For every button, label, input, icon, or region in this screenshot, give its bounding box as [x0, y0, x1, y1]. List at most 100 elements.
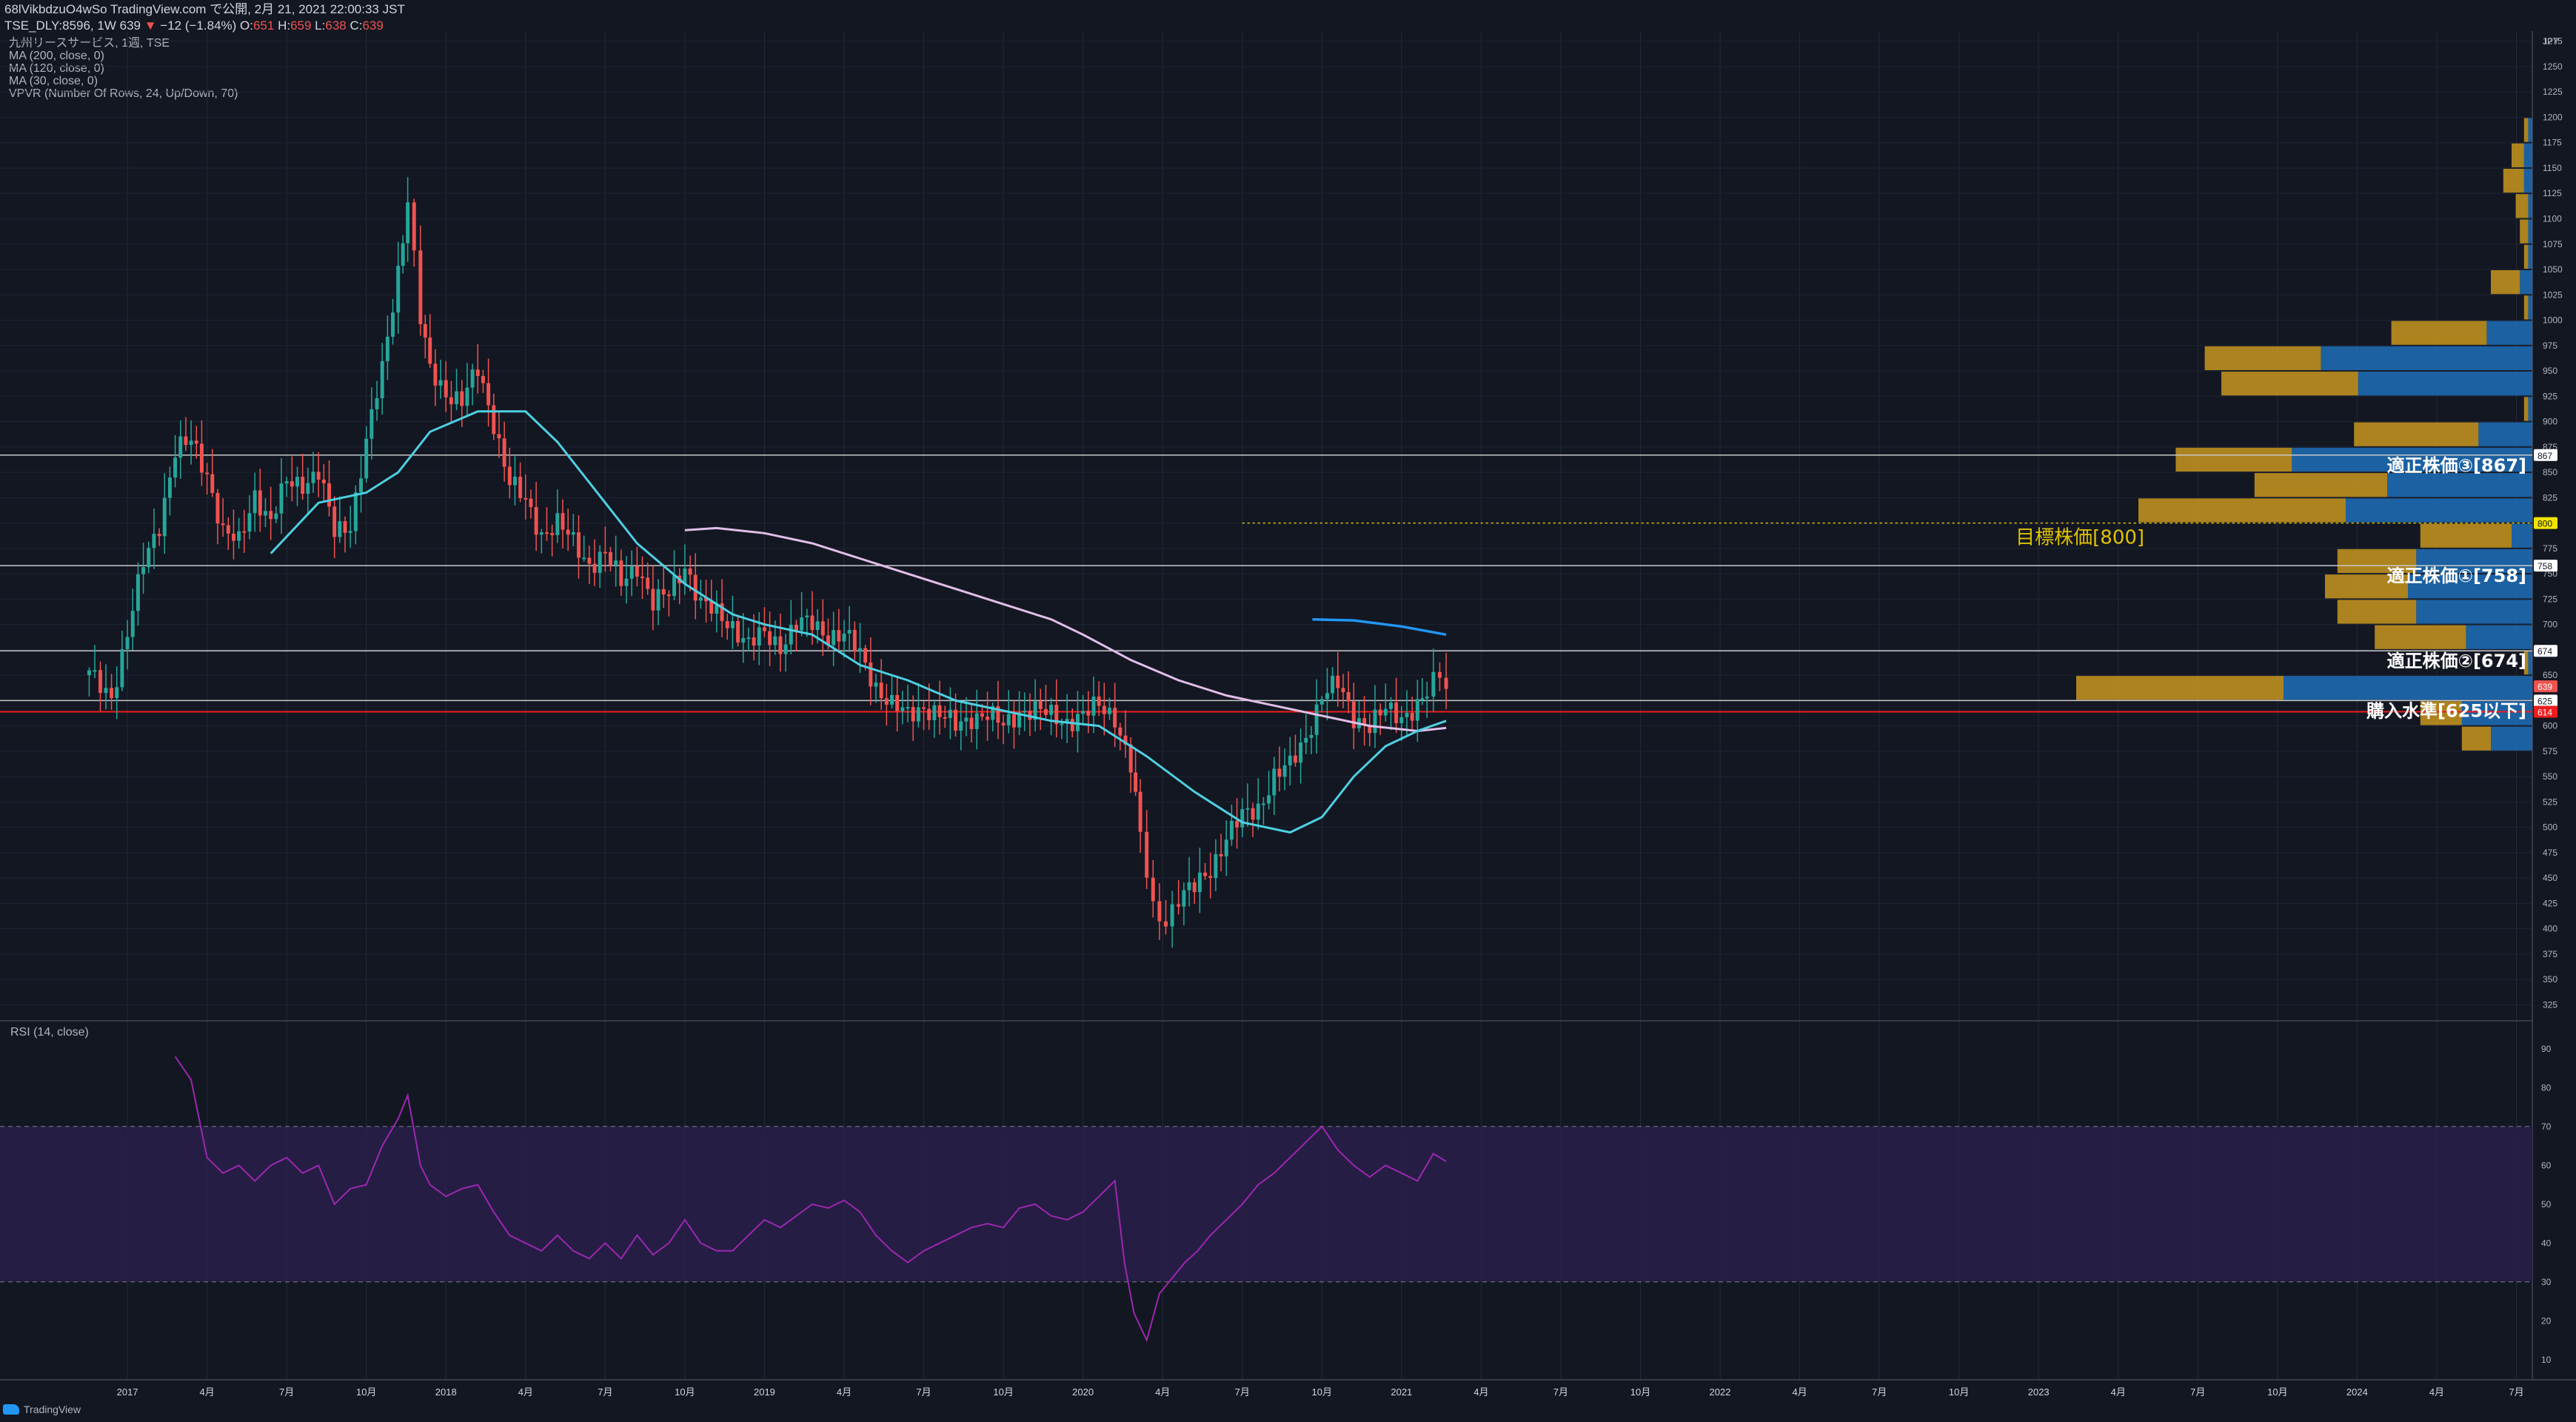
vp-up-3 — [2528, 194, 2532, 218]
candle-body-131 — [783, 644, 788, 654]
candle-body-252 — [1431, 671, 1436, 697]
candle-body-98 — [609, 551, 613, 566]
candle-body-224 — [1282, 765, 1287, 777]
vp-up-8 — [2486, 321, 2532, 345]
candle-body-38 — [290, 481, 294, 487]
candle-body-52 — [364, 438, 369, 479]
price-tick-13: 650 — [2543, 670, 2557, 680]
candle-body-148 — [874, 683, 878, 687]
candle-body-88 — [555, 513, 560, 535]
legend-ma30[interactable]: MA (30, close, 0) — [9, 75, 98, 87]
candle-body-75 — [486, 383, 491, 406]
candle-body-199 — [1145, 831, 1149, 878]
candle-body-96 — [598, 551, 602, 573]
candle-body-16 — [173, 457, 178, 478]
candle-body-136 — [810, 615, 814, 631]
rsi-series-line — [174, 1056, 1447, 1343]
vp-up-11 — [2528, 397, 2532, 421]
legend-ma200[interactable]: MA (200, close, 0) — [9, 50, 104, 62]
candle-body-121 — [730, 621, 735, 628]
vp-down-10 — [2221, 372, 2358, 396]
candle-body-89 — [561, 513, 565, 530]
date-tick-18: 7月 — [1553, 1386, 1568, 1398]
candle-body-218 — [1251, 808, 1255, 820]
candle-body-32 — [258, 490, 262, 516]
candle-body-43 — [316, 472, 321, 480]
candle-body-8 — [130, 611, 135, 637]
price-tick-32: 1125 — [2543, 188, 2562, 198]
candle-body-239 — [1362, 718, 1367, 725]
candle-body-191 — [1102, 705, 1106, 714]
candle-body-187 — [1081, 711, 1085, 714]
candle-body-84 — [534, 507, 538, 535]
candle-body-18 — [184, 436, 188, 446]
vp-down-15 — [2138, 498, 2346, 523]
candle-body-50 — [353, 492, 358, 531]
rsi-title[interactable]: RSI (14, close) — [10, 1026, 89, 1039]
legend-ma120[interactable]: MA (120, close, 0) — [9, 62, 104, 75]
candle-body-108 — [661, 588, 666, 595]
candle-body-235 — [1341, 688, 1345, 693]
candle-body-195 — [1123, 735, 1128, 745]
candle-body-164 — [959, 721, 963, 731]
price-tick-3: 400 — [2543, 924, 2557, 934]
vp-down-9 — [2204, 346, 2321, 371]
candle-body-228 — [1304, 737, 1308, 743]
candle-body-86 — [545, 532, 549, 534]
candle-body-87 — [550, 533, 555, 535]
vp-down-13 — [2175, 447, 2292, 472]
vp-down-21 — [2523, 650, 2529, 675]
candle-body-168 — [980, 713, 984, 717]
candle-body-251 — [1425, 696, 1429, 699]
candle-body-66 — [438, 380, 443, 386]
candle-body-80 — [512, 477, 517, 486]
level-label-0: 適正株価③[867] — [2387, 455, 2526, 476]
candle-body-122 — [736, 621, 740, 643]
vp-up-23 — [2461, 701, 2532, 725]
legend-symbol[interactable]: 九州リースサービス, 1週, TSE — [9, 37, 170, 50]
candle-body-31 — [252, 490, 257, 514]
candle-body-24 — [215, 492, 220, 524]
candle-body-206 — [1187, 882, 1191, 891]
candle-body-196 — [1128, 744, 1133, 773]
candle-body-208 — [1197, 872, 1202, 893]
date-tick-3: 10月 — [356, 1386, 376, 1398]
candle-body-58 — [396, 265, 401, 313]
candle-body-161 — [943, 717, 947, 719]
candle-body-165 — [964, 717, 968, 722]
price-tick-18: 775 — [2543, 543, 2557, 554]
price-tick-25: 950 — [2543, 366, 2557, 376]
candle-body-74 — [481, 375, 485, 383]
candle-body-29 — [242, 531, 247, 533]
candle-body-19 — [189, 440, 193, 446]
tradingview-logo[interactable]: TradingView — [3, 1403, 81, 1415]
ma30-line — [270, 410, 1447, 834]
candle-body-157 — [922, 707, 926, 709]
volume-profile — [2076, 118, 2532, 751]
legend-vpvr[interactable]: VPVR (Number Of Rows, 24, Up/Down, 70) — [9, 87, 238, 100]
candle-body-254 — [1444, 677, 1448, 689]
candle-body-21 — [199, 443, 204, 473]
candle-body-81 — [518, 477, 523, 498]
candle-body-149 — [879, 683, 883, 699]
symbol: TSE_DLY:8596, 1W — [4, 19, 116, 33]
price-tag-bg-3 — [2534, 645, 2557, 657]
down-arrow-icon: ▼ — [144, 19, 157, 33]
price-tick-2: 375 — [2543, 949, 2557, 959]
candle-body-193 — [1113, 708, 1117, 728]
candle-body-11 — [147, 548, 151, 568]
price-tick-29: 1050 — [2543, 264, 2563, 275]
candle-body-205 — [1182, 890, 1186, 907]
candle-body-134 — [800, 617, 804, 631]
candle-body-123 — [741, 637, 746, 643]
vp-down-5 — [2523, 244, 2529, 269]
price-tag-bg-2 — [2534, 560, 2557, 572]
candle-body-51 — [359, 478, 364, 493]
candle-body-248 — [1410, 713, 1414, 721]
candle-body-166 — [969, 717, 974, 729]
price-tick-26: 975 — [2543, 341, 2557, 351]
candle-body-202 — [1164, 921, 1168, 927]
candle-body-68 — [449, 397, 453, 405]
tradingview-logo-icon — [3, 1404, 19, 1415]
